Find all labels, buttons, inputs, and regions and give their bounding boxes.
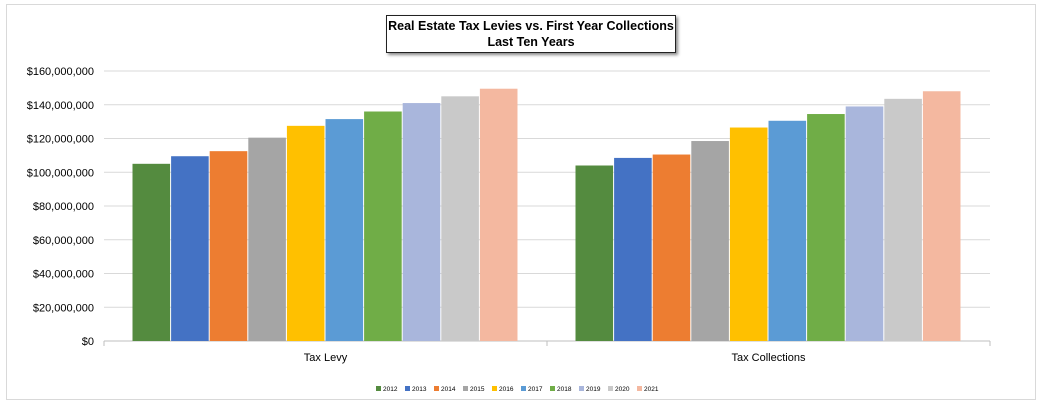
legend-swatch bbox=[434, 386, 439, 391]
y-tick-label: $80,000,000 bbox=[33, 201, 94, 213]
category-label: Tax Collections bbox=[732, 352, 806, 364]
legend-swatch bbox=[550, 386, 555, 391]
legend-swatch bbox=[637, 386, 642, 391]
bar bbox=[614, 157, 652, 341]
legend-swatch bbox=[463, 386, 468, 391]
bar bbox=[807, 114, 845, 341]
legend-label: 2014 bbox=[441, 386, 456, 393]
bar bbox=[441, 96, 479, 341]
chart-title: Real Estate Tax Levies vs. First Year Co… bbox=[388, 19, 674, 33]
legend-swatch bbox=[405, 386, 410, 391]
y-tick-label: $60,000,000 bbox=[33, 235, 94, 247]
y-tick-label: $120,000,000 bbox=[27, 134, 94, 146]
legend-swatch bbox=[492, 386, 497, 391]
category-label: Tax Levy bbox=[304, 352, 348, 364]
bar bbox=[286, 125, 325, 341]
y-tick-label: $0 bbox=[82, 336, 94, 348]
legend-label: 2020 bbox=[615, 386, 630, 393]
legend-swatch bbox=[521, 386, 526, 391]
y-tick-label: $20,000,000 bbox=[33, 302, 94, 314]
bar bbox=[884, 98, 922, 341]
bar bbox=[209, 151, 248, 341]
legend-label: 2016 bbox=[499, 386, 514, 393]
bar bbox=[845, 106, 884, 341]
bar bbox=[479, 88, 518, 341]
legend-label: 2021 bbox=[644, 386, 659, 393]
legend-swatch bbox=[579, 386, 584, 391]
legend-swatch bbox=[376, 386, 381, 391]
legend-label: 2015 bbox=[470, 386, 485, 393]
legend-label: 2017 bbox=[528, 386, 543, 393]
chart-subtitle: Last Ten Years bbox=[487, 35, 575, 49]
bar bbox=[132, 163, 171, 341]
legend-label: 2019 bbox=[586, 386, 601, 393]
bar bbox=[575, 165, 614, 341]
legend-label: 2013 bbox=[412, 386, 427, 393]
bar bbox=[364, 111, 402, 341]
bar bbox=[325, 119, 364, 341]
bar bbox=[768, 120, 807, 341]
y-tick-label: $40,000,000 bbox=[33, 269, 94, 281]
bar bbox=[652, 154, 691, 341]
bar bbox=[922, 91, 961, 341]
legend-swatch bbox=[608, 386, 613, 391]
bar bbox=[248, 137, 286, 341]
y-tick-label: $100,000,000 bbox=[27, 167, 94, 179]
y-tick-label: $160,000,000 bbox=[27, 66, 94, 78]
bar bbox=[691, 141, 729, 341]
legend-label: 2012 bbox=[383, 386, 398, 393]
bar bbox=[171, 156, 209, 341]
y-tick-label: $140,000,000 bbox=[27, 100, 94, 112]
bar bbox=[402, 103, 441, 341]
legend-label: 2018 bbox=[557, 386, 572, 393]
chart-title-box: Real Estate Tax Levies vs. First Year Co… bbox=[386, 15, 676, 53]
bar bbox=[729, 127, 768, 341]
